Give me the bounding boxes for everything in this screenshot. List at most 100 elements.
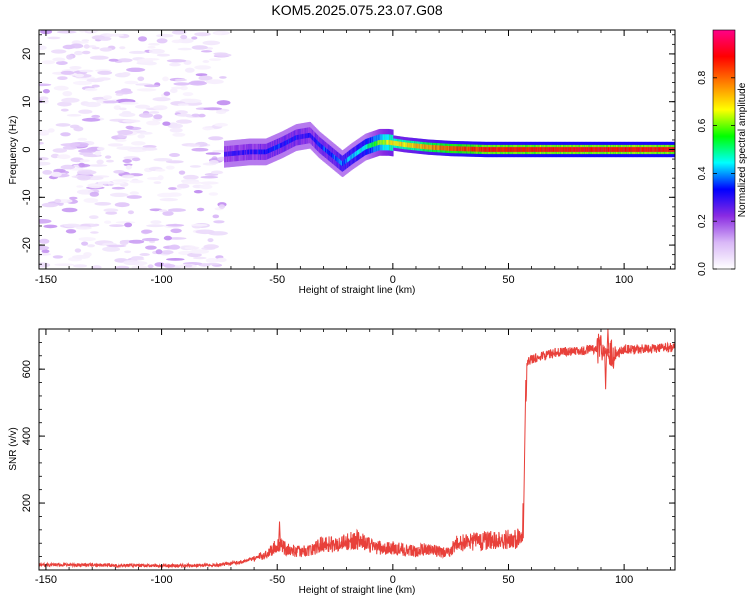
noise-patch — [148, 48, 165, 54]
ridge-core — [415, 143, 417, 149]
noise-patch — [39, 252, 52, 256]
ridge-core — [349, 155, 351, 161]
noise-patch — [106, 159, 114, 163]
ridge-core — [396, 141, 398, 146]
ridge-core — [406, 142, 408, 148]
ridge-core — [334, 154, 336, 160]
ridge-core — [474, 146, 476, 152]
noise-patch — [77, 175, 91, 181]
ridge-core — [576, 147, 579, 152]
ridge-core — [270, 147, 272, 153]
ridge-core — [301, 134, 303, 139]
ridge-core — [321, 144, 324, 150]
ridge-core — [496, 147, 498, 152]
ridge-core — [332, 153, 334, 159]
ridge-core — [426, 144, 428, 150]
ridge-core — [227, 151, 229, 157]
ridge-core — [648, 147, 651, 152]
noise-patch — [60, 70, 75, 75]
noise-patch — [60, 143, 81, 147]
ridge-core — [330, 152, 333, 158]
ridge-core — [489, 147, 491, 152]
noise-patch — [218, 204, 225, 210]
ridge-core — [384, 139, 386, 145]
noise-patch — [81, 117, 101, 122]
noise-patch — [155, 168, 166, 172]
noise-patch — [61, 207, 78, 213]
noise-patch — [180, 34, 188, 40]
ridge-core — [641, 147, 643, 152]
noise-patch — [191, 36, 198, 40]
ridge-core — [590, 147, 592, 152]
ridge-core — [451, 146, 453, 151]
ridge-core — [313, 136, 315, 142]
ridge-core — [650, 147, 652, 152]
noise-patch — [184, 264, 193, 268]
ridge-core — [519, 147, 521, 152]
noise-patch — [39, 219, 52, 224]
ridge-core — [504, 147, 507, 152]
noise-patch — [215, 31, 223, 36]
ridge-core — [428, 144, 431, 150]
ridge-core — [360, 148, 362, 154]
noise-patch — [148, 111, 160, 114]
ridge-core — [667, 147, 669, 152]
ridge-core — [333, 154, 335, 160]
ridge-core — [405, 142, 407, 148]
ridge-core — [591, 147, 593, 152]
ridge-core — [239, 150, 241, 156]
noise-patch — [113, 170, 125, 174]
noise-patch — [184, 67, 195, 73]
noise-patch — [211, 170, 223, 175]
ridge-core — [415, 143, 418, 149]
noise-patch — [177, 183, 190, 189]
ridge-core — [342, 161, 344, 167]
noise-patch — [121, 110, 132, 114]
bottom-x-axis-label: Height of straight line (km) — [299, 585, 416, 596]
ridge-core — [551, 147, 554, 152]
ridge-core — [377, 140, 380, 146]
ridge-core — [229, 151, 231, 157]
snr-series-line — [39, 329, 675, 570]
ridge-core — [610, 147, 613, 152]
noise-patch — [96, 77, 111, 81]
ridge-core — [302, 133, 304, 139]
ridge-core — [461, 146, 463, 152]
noise-patch — [199, 184, 213, 190]
noise-patch — [202, 40, 221, 46]
ridge-core — [648, 147, 650, 152]
ridge-core — [581, 147, 583, 152]
colorbar-tick-label: 0.6 — [697, 118, 708, 132]
noise-patch — [108, 58, 119, 62]
ridge-core — [466, 146, 469, 152]
ridge-core — [354, 152, 356, 157]
noise-patch — [138, 36, 147, 42]
ridge-core — [398, 141, 400, 147]
ridge-core — [550, 147, 552, 152]
ridge-core — [642, 147, 644, 152]
ridge-core — [640, 147, 642, 152]
noise-patch — [74, 248, 82, 253]
ridge-core — [377, 140, 379, 146]
ridge-core — [448, 146, 450, 151]
ridge-core — [510, 147, 512, 152]
ridge-core — [549, 147, 551, 152]
ridge-core — [364, 144, 367, 150]
noise-patch — [109, 192, 129, 197]
noise-patch — [89, 191, 100, 197]
ridge-core — [664, 147, 666, 152]
ridge-core — [276, 144, 278, 150]
noise-patch — [72, 254, 90, 259]
ridge-core — [572, 147, 575, 152]
noise-patch — [105, 211, 118, 215]
ridge-core — [439, 145, 441, 151]
ridge-core — [604, 147, 606, 152]
noise-patch — [51, 49, 67, 54]
noise-patch — [78, 30, 86, 33]
noise-patch — [207, 238, 214, 243]
noise-patch — [42, 170, 53, 175]
ridge-core — [585, 147, 588, 152]
y-tick-label: -20 — [21, 237, 33, 253]
x-tick-label: 0 — [390, 274, 396, 286]
